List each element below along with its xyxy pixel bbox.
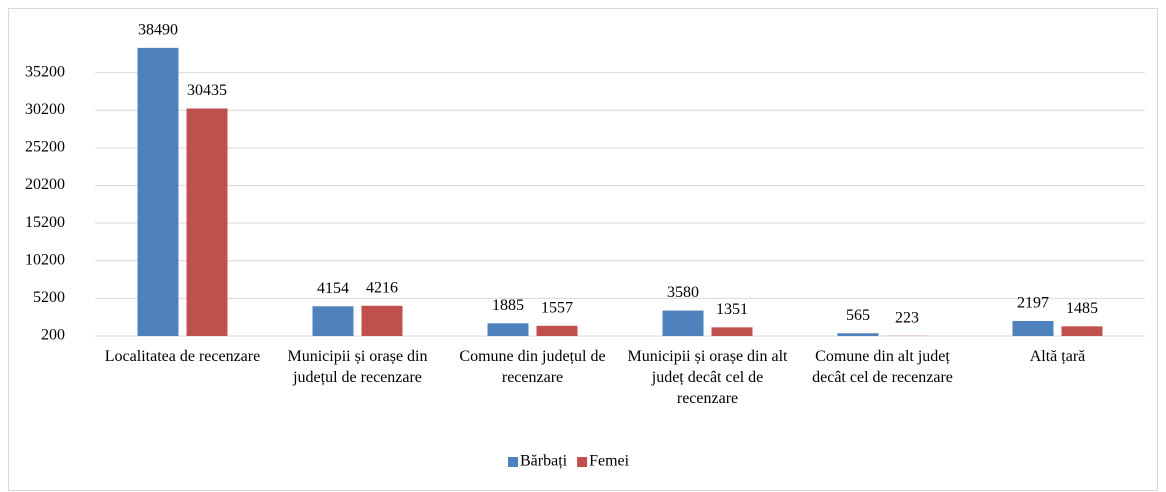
y-tick-label: 25200 [25, 139, 65, 156]
x-tick-label: Comune din alt județ decât cel de recenz… [812, 348, 953, 386]
data-label: 1351 [716, 301, 748, 318]
data-label: 38490 [138, 22, 178, 39]
data-label: 4216 [366, 279, 398, 296]
bar [837, 333, 879, 336]
y-tick-label: 20200 [25, 176, 65, 193]
x-tick-label: Altă țară [1029, 348, 1086, 365]
chart-border [8, 8, 1158, 491]
x-tick-label: Municipii și orașe din județul de recenz… [287, 348, 428, 386]
legend-swatch [577, 457, 588, 467]
y-tick-label: 5200 [33, 289, 65, 306]
legend-label: Femei [589, 453, 630, 470]
data-label: 3580 [667, 284, 699, 301]
x-tick-label: Municipii și orașe din alt județ decât c… [627, 348, 788, 407]
data-label: 1485 [1066, 300, 1098, 317]
bar [662, 310, 704, 336]
y-tick-label: 10200 [25, 251, 65, 268]
data-label: 30435 [187, 82, 227, 99]
bar [536, 325, 578, 336]
bar [711, 327, 753, 336]
data-label: 223 [895, 309, 919, 326]
legend-label: Bărbați [520, 453, 568, 470]
bar [487, 323, 529, 336]
data-label: 565 [846, 307, 870, 324]
data-label: 1557 [541, 299, 573, 316]
bar [361, 305, 403, 336]
bar [1012, 320, 1054, 336]
data-label: 1885 [492, 297, 524, 314]
x-tick-label: Comune din județul de recenzare [459, 348, 606, 386]
bar [312, 306, 354, 336]
data-label: 4154 [317, 280, 349, 297]
bar [186, 108, 228, 336]
data-label: 2197 [1017, 295, 1049, 312]
y-tick-label: 30200 [25, 101, 65, 118]
bar [1061, 326, 1103, 336]
y-tick-label: 15200 [25, 214, 65, 231]
y-tick-label: 200 [41, 327, 65, 344]
y-tick-label: 35200 [25, 63, 65, 80]
bar [137, 47, 179, 337]
legend-swatch [508, 457, 518, 467]
x-tick-label: Localitatea de recenzare [104, 348, 261, 365]
